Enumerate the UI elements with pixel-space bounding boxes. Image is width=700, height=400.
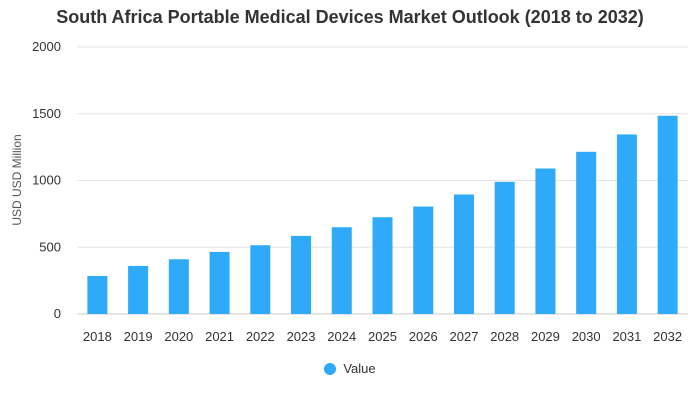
x-tick-label: 2022: [246, 329, 275, 344]
bar-2019: [128, 265, 149, 314]
y-tick-label: 1000: [32, 173, 61, 188]
bar-2032: [657, 115, 678, 314]
x-tick-label: 2023: [287, 329, 316, 344]
x-tick-label: 2031: [612, 329, 641, 344]
bar-2026: [413, 206, 434, 314]
legend: Value: [0, 361, 700, 376]
y-tick-labels: 0 500 1000 1500 2000: [32, 39, 61, 321]
bar-2021: [209, 251, 230, 314]
y-tick-label: 500: [39, 239, 61, 254]
y-tick-label: 1500: [32, 106, 61, 121]
bar-2025: [372, 217, 393, 314]
bar-2028: [494, 181, 515, 314]
y-axis-label: USD USD Million: [10, 134, 24, 225]
y-tick-label: 0: [54, 306, 61, 321]
chart-title: South Africa Portable Medical Devices Ma…: [56, 7, 644, 27]
bar-2020: [168, 259, 189, 314]
bar-2024: [331, 227, 352, 314]
x-tick-label: 2021: [205, 329, 234, 344]
bar-2018: [87, 275, 108, 314]
bar-2027: [453, 194, 474, 314]
legend-label: Value: [343, 361, 376, 376]
bar-2030: [576, 151, 597, 314]
x-tick-label: 2025: [368, 329, 397, 344]
x-tick-labels: 2018 2019 2020 2021 2022 2023 2024 2025 2026 2027…: [83, 329, 682, 344]
y-tick-label: 2000: [32, 39, 61, 54]
x-tick-label: 2026: [409, 329, 438, 344]
x-tick-label: 2020: [164, 329, 193, 344]
x-tick-label: 2018: [83, 329, 112, 344]
x-tick-label: 2027: [450, 329, 479, 344]
bar-2022: [250, 245, 271, 314]
x-tick-label: 2032: [653, 329, 682, 344]
x-tick-label: 2029: [531, 329, 560, 344]
x-tick-label: 2019: [124, 329, 153, 344]
bar-2029: [535, 168, 556, 314]
x-tick-label: 2030: [572, 329, 601, 344]
bars: [87, 115, 678, 314]
x-tick-label: 2024: [327, 329, 356, 344]
x-tick-label: 2028: [490, 329, 519, 344]
bar-2023: [291, 235, 312, 314]
bar-2031: [616, 134, 637, 314]
legend-marker: [324, 363, 337, 375]
